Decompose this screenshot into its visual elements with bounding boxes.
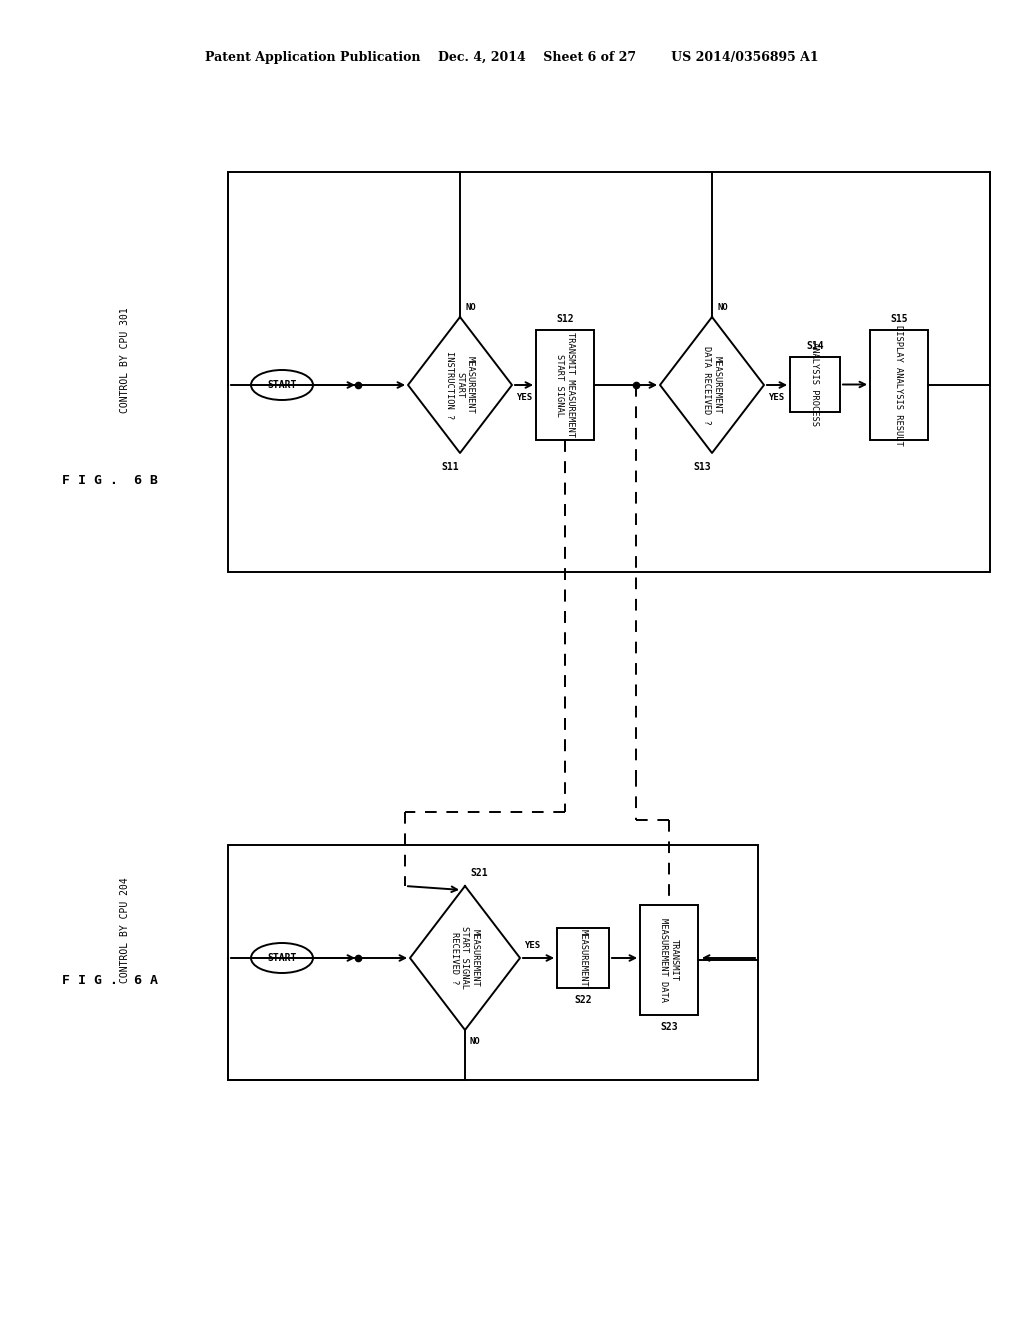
Bar: [790, 356, 840, 412]
Text: S21: S21: [470, 869, 487, 878]
Text: START: START: [267, 953, 297, 964]
Bar: [870, 330, 928, 440]
Text: S13: S13: [693, 462, 711, 473]
Text: NO: NO: [717, 302, 728, 312]
Text: S14: S14: [806, 341, 824, 351]
Bar: [640, 906, 698, 1015]
Text: DISPLAY ANALYSIS RESULT: DISPLAY ANALYSIS RESULT: [895, 325, 903, 445]
Text: MEASUREMENT
START
INSTRUCTION ?: MEASUREMENT START INSTRUCTION ?: [445, 351, 475, 420]
Text: S23: S23: [660, 1022, 678, 1032]
Text: CONTROL BY CPU 204: CONTROL BY CPU 204: [120, 876, 130, 983]
Text: S15: S15: [890, 314, 908, 323]
Text: S12: S12: [556, 314, 573, 323]
Text: ANALYSIS PROCESS: ANALYSIS PROCESS: [811, 342, 819, 426]
Text: NO: NO: [470, 1038, 480, 1047]
Text: Patent Application Publication    Dec. 4, 2014    Sheet 6 of 27        US 2014/0: Patent Application Publication Dec. 4, 2…: [205, 51, 819, 65]
Text: CONTROL BY CPU 301: CONTROL BY CPU 301: [120, 308, 130, 413]
Text: S22: S22: [574, 995, 592, 1005]
Bar: [228, 845, 758, 1080]
Text: MEASUREMENT
START SIGNAL
RECEIVED ?: MEASUREMENT START SIGNAL RECEIVED ?: [451, 927, 480, 990]
Text: YES: YES: [524, 941, 540, 950]
Text: YES: YES: [768, 392, 784, 401]
Text: S11: S11: [441, 462, 459, 473]
Text: TRANSMIT
MEASUREMENT DATA: TRANSMIT MEASUREMENT DATA: [659, 917, 679, 1002]
Text: NO: NO: [465, 302, 476, 312]
Bar: [536, 330, 594, 440]
Text: YES: YES: [516, 392, 532, 401]
Text: MEASUREMENT: MEASUREMENT: [579, 929, 588, 987]
Text: MEASUREMENT
DATA RECEIVED ?: MEASUREMENT DATA RECEIVED ?: [702, 346, 722, 424]
Text: F I G .  6 B: F I G . 6 B: [62, 474, 158, 487]
Bar: [228, 172, 990, 572]
Text: F I G .  6 A: F I G . 6 A: [62, 974, 158, 986]
Text: START: START: [267, 380, 297, 389]
Bar: [557, 928, 609, 987]
Text: TRANSMIT MEASUREMENT
START SIGNAL: TRANSMIT MEASUREMENT START SIGNAL: [555, 333, 574, 437]
